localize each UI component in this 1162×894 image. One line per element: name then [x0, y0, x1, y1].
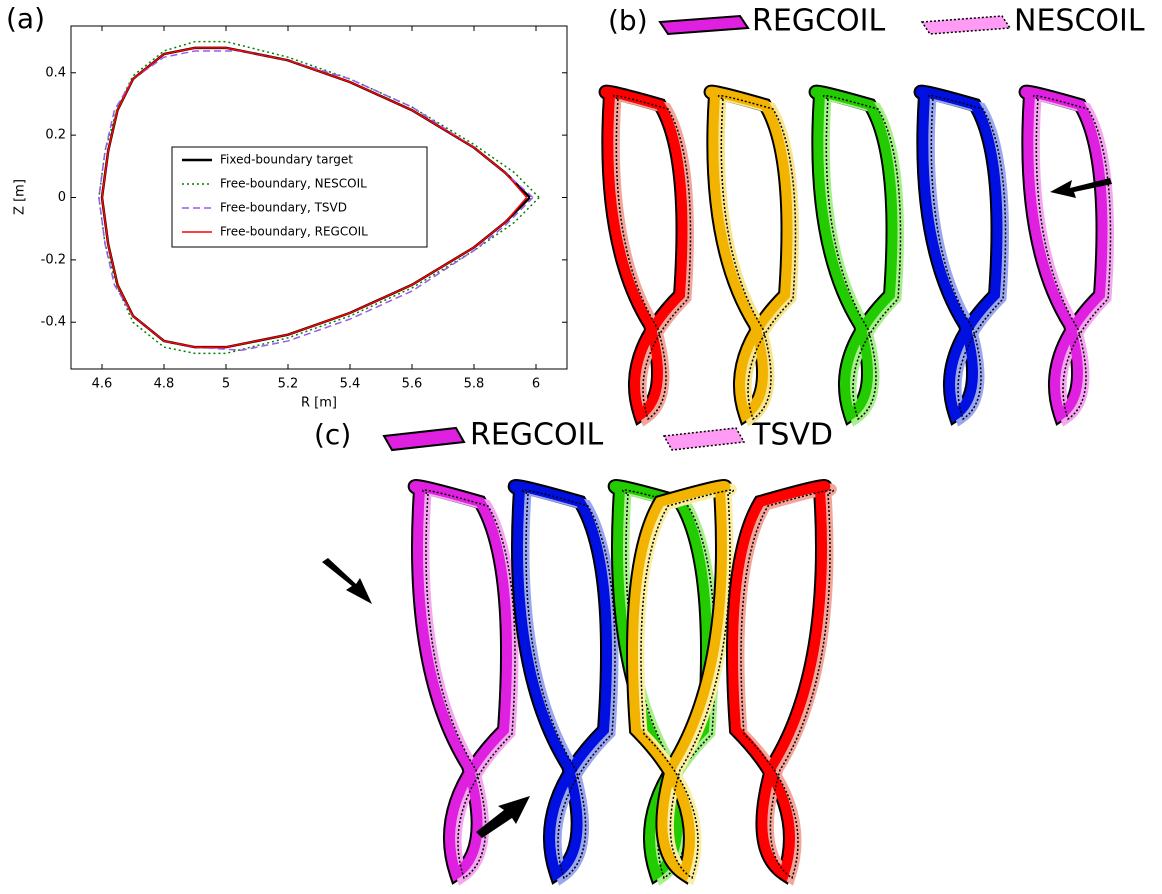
- legend-text: REGCOIL: [470, 418, 603, 453]
- legend-text: REGCOIL: [752, 4, 885, 39]
- x-tick-label: 4.6: [92, 377, 113, 392]
- y-tick-label: -0.2: [41, 252, 66, 267]
- coil-dotted: [740, 489, 835, 880]
- coil: [409, 481, 512, 882]
- legend-text: Fixed-boundary target: [220, 153, 353, 167]
- x-tick-label: 5.4: [340, 377, 361, 392]
- coil: [509, 481, 612, 882]
- coil-dotted: [1032, 94, 1112, 421]
- coil-dotted: [717, 94, 797, 421]
- arrow: [1050, 178, 1112, 198]
- x-tick-label: 5.2: [278, 377, 299, 392]
- legend-text: TSVD: [751, 418, 833, 453]
- coil-dotted: [822, 94, 902, 421]
- y-tick-label: 0: [58, 190, 66, 205]
- legend-text: Free-boundary, TSVD: [220, 201, 347, 215]
- legend-box: [171, 146, 428, 248]
- panel-label: (b): [608, 4, 648, 37]
- legend-text: NESCOIL: [1014, 4, 1145, 39]
- legend-swatch: [662, 427, 746, 451]
- legend-text: Free-boundary, REGCOIL: [220, 225, 368, 239]
- series-line: [101, 47, 528, 348]
- arrows: [322, 178, 1112, 838]
- legend-swatch: [920, 15, 1012, 35]
- legend-swatch: [658, 14, 750, 36]
- coil-dotted: [640, 489, 735, 880]
- coil: [628, 481, 731, 882]
- arrow: [476, 796, 530, 838]
- panel-label: (c): [314, 418, 351, 451]
- coil-dotted: [612, 94, 692, 421]
- legend-swatch: [382, 426, 466, 452]
- x-tick-label: 5: [222, 377, 230, 392]
- coil: [728, 481, 831, 882]
- coil-dotted: [421, 489, 516, 880]
- x-tick-label: 6: [532, 377, 540, 392]
- y-tick-label: 0.2: [45, 128, 66, 143]
- coil-light: [733, 483, 837, 886]
- arrow: [322, 558, 372, 604]
- x-tick-label: 4.8: [154, 377, 175, 392]
- coil-light: [633, 483, 737, 886]
- x-tick-label: 5.6: [402, 377, 423, 392]
- y-tick-label: 0.4: [45, 65, 66, 80]
- coil-renderings: [407, 84, 1114, 886]
- panel-label: (a): [6, 2, 45, 35]
- y-axis-label: Z [m]: [13, 179, 28, 215]
- coil-dotted: [927, 94, 1007, 421]
- x-axis-label: R [m]: [301, 396, 337, 411]
- x-tick-label: 5.8: [464, 377, 485, 392]
- y-tick-label: -0.4: [41, 315, 66, 330]
- coil-dotted: [521, 489, 616, 880]
- series-line: [98, 50, 534, 352]
- legend-text: Free-boundary, NESCOIL: [220, 177, 367, 191]
